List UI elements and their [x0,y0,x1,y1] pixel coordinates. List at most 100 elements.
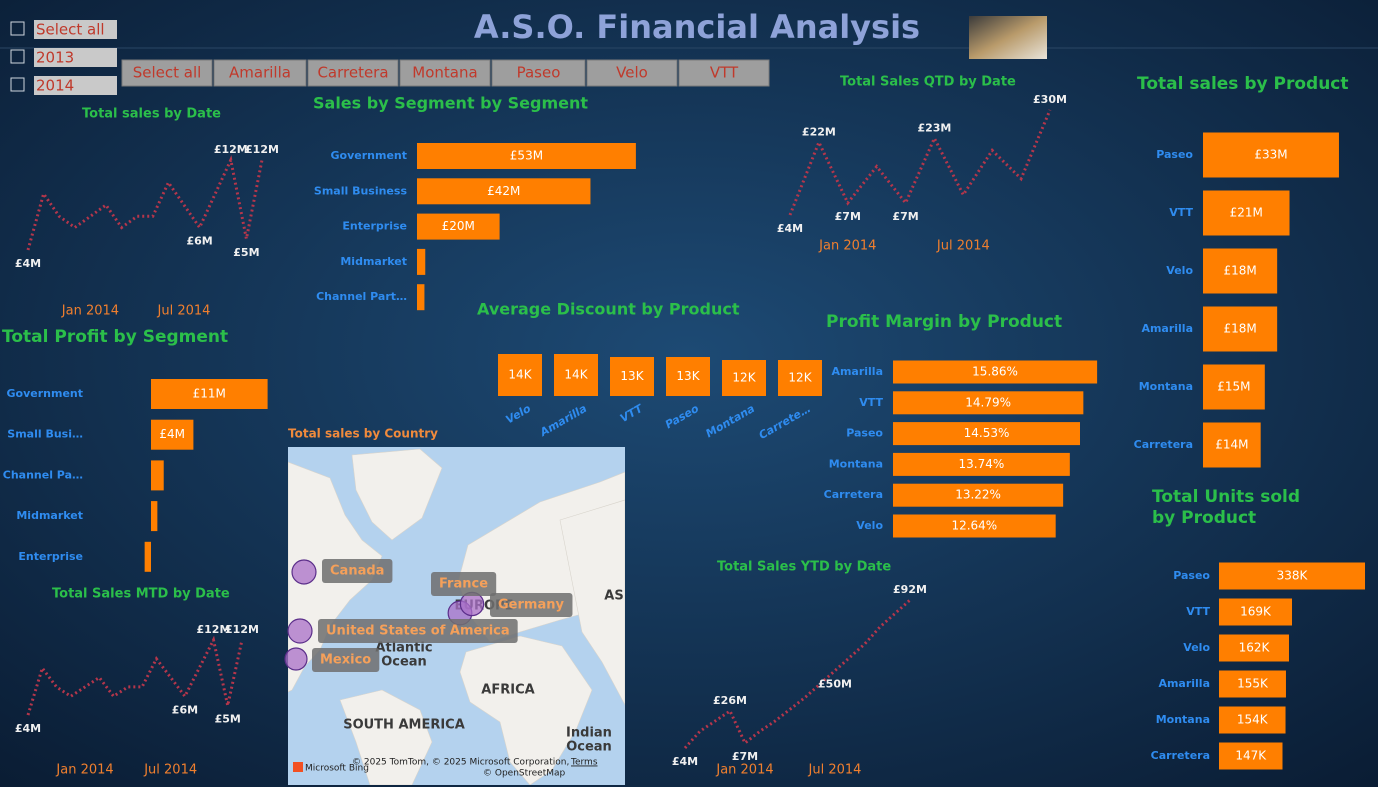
slicer-button[interactable] [399,59,491,87]
slicer-button[interactable] [586,59,678,87]
bubble [284,647,308,671]
slicer-item[interactable] [34,76,117,95]
point-label: £4M [672,755,698,768]
slicer-label[interactable]: Paseo [517,64,561,82]
map-label-box [318,619,518,643]
bar [417,213,500,240]
x-tick-label: Jan 2014 [818,239,876,254]
checkbox[interactable] [10,21,25,36]
bar [1219,562,1366,590]
bubble [287,618,313,644]
bar [417,284,425,311]
chart-title: Total Sales QTD by Date [840,75,1016,90]
slicer-label[interactable]: Montana [412,64,477,82]
header-image [969,16,1047,59]
bar-label: 155K [1237,677,1269,691]
y-tick-label: Small Busi… [7,428,83,441]
x-tick-label: Jan 2014 [715,763,773,778]
checkbox[interactable] [10,77,25,92]
bar [1219,670,1286,698]
point-label: £4M [15,257,41,270]
y-tick-label: Paseo [846,427,883,440]
point-label: £7M [892,210,918,223]
slicer-item[interactable] [34,20,117,39]
slicer-label[interactable]: Select all [133,64,202,82]
point-label: £23M [917,121,951,134]
slicer-label[interactable]: Velo [616,64,648,82]
bar-label: £18M [1223,322,1256,336]
slicer-button[interactable] [121,59,213,87]
bar-label: £4M [159,427,185,441]
bar-label: £11M [193,387,226,401]
chart-title: Total sales by Country [288,427,438,441]
point-label: £92M [893,583,927,596]
point-label: £12M [197,623,231,636]
slicer-item[interactable] [34,48,117,67]
slicer-button[interactable] [491,59,586,87]
y-tick-label: VTT [1169,206,1193,219]
slicer-label[interactable]: 2013 [36,49,74,67]
checkbox[interactable] [10,49,25,64]
line-series [26,635,244,716]
x-tick-label: Jul 2014 [143,763,197,778]
bar [554,354,598,396]
bar-label: 162K [1239,641,1271,655]
slicer-button[interactable] [307,59,399,87]
land [339,689,433,785]
y-tick-label: Small Business [314,184,408,197]
slicer-label[interactable]: VTT [710,64,739,82]
bar-label: 13K [620,369,644,383]
dashboard-title: A.S.O. Financial Analysis [474,8,920,46]
y-tick-label: Montana [829,457,883,470]
point-label: £50M [818,678,852,691]
land [459,635,593,785]
bar [1203,132,1339,178]
bar [1203,248,1278,294]
map-annotation: Ocean [381,655,427,670]
y-tick-label: Paseo [1173,569,1210,582]
bar [1203,364,1265,410]
bar-label: 13.22% [955,488,1001,502]
map-logo [293,762,303,772]
land [351,448,443,541]
bar-label: £14M [1215,438,1248,452]
map-annotation: Indian [566,726,612,741]
point-label: £7M [732,750,758,763]
map-attribution: © 2025 TomTom, © 2025 Microsoft Corporat… [352,758,569,768]
chart-title: Total Profit by Segment [2,327,228,347]
bar-label: £18M [1223,264,1256,278]
map-label: Germany [498,598,564,613]
chart-title: Total sales by Product [1137,74,1349,94]
map-label: Canada [330,564,384,579]
y-tick-label: Paseo [1156,148,1193,161]
bar [893,514,1056,538]
slicer-label[interactable]: Amarilla [229,64,291,82]
land [559,499,625,706]
y-tick-label: VTT [859,396,883,409]
chart-title: Total Sales MTD by Date [52,587,230,602]
point-label: £26M [713,694,747,707]
y-tick-label: Amarilla [831,365,883,378]
bubble [291,559,317,585]
bar [893,360,1098,384]
slicer-button[interactable] [213,59,307,87]
chart-title: Sales by Segment by Segment [313,94,588,113]
map-annotation: Ocean [566,740,612,755]
bar-label: 14K [508,368,532,382]
chart-title: Total sales by Date [82,107,221,122]
slicer-button[interactable] [678,59,770,87]
y-tick-label: Government [331,149,407,162]
map-attribution: Microsoft Bing [305,764,369,774]
point-label: £12M [225,623,259,636]
bar [893,422,1081,446]
slicer-label[interactable]: Carretera [317,64,388,82]
point-label: £5M [215,713,241,726]
map-attribution: Terms [570,758,598,768]
chart-title: Total Units sold by Product [1152,487,1300,528]
slicer-label[interactable]: Select all [36,21,105,39]
point-label: £4M [777,222,803,235]
y-tick-label: Enterprise [18,550,83,563]
slicer-label[interactable]: 2014 [36,77,74,95]
